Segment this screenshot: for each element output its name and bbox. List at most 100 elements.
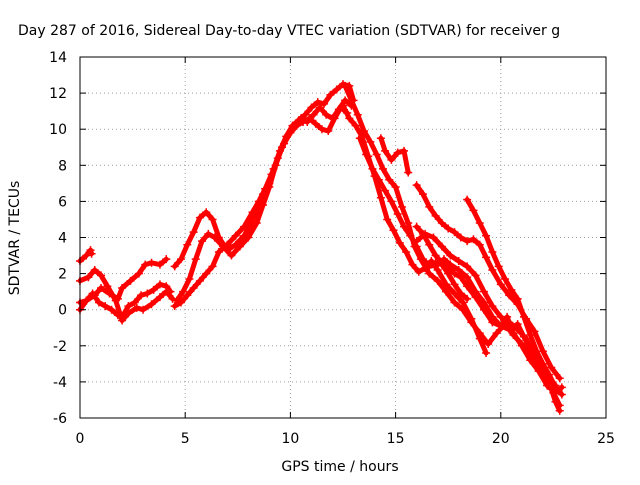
data-point [185,275,194,284]
data-point [450,298,459,307]
data-point [210,233,219,242]
data-point [406,231,415,240]
data-point [113,311,122,320]
y-tick-label: 4 [58,231,67,247]
data-point [176,298,185,307]
data-point [469,206,478,215]
data-point [341,81,350,90]
data-point [326,90,335,99]
data-point [404,168,413,177]
data-point [454,265,463,274]
data-point [418,255,427,264]
data-point [231,231,240,240]
data-point [450,280,459,289]
data-point [463,237,472,246]
data-point [162,255,171,264]
y-tick-label: -4 [53,375,67,391]
data-point [412,222,421,231]
x-tick-label: 10 [281,431,299,447]
data-point [137,291,146,300]
series-11 [376,134,413,177]
data-point [444,224,453,233]
data-point [482,231,491,240]
data-point [456,289,465,298]
data-point [189,284,198,293]
data-point [97,284,106,293]
data-point [408,260,417,269]
data-point [479,305,488,314]
data-point [170,262,179,271]
data-point [437,219,446,228]
data-point [324,127,333,136]
data-point [141,260,150,269]
data-point [248,208,257,217]
data-point [412,181,421,190]
data-point [322,110,331,119]
data-point [353,110,362,119]
data-point [400,222,409,231]
y-tick-label: 2 [58,267,67,283]
series-14 [431,258,472,303]
data-point [139,305,148,314]
data-point [383,215,392,224]
data-point [393,210,402,219]
data-point [519,312,528,321]
data-point [442,280,451,289]
x-tick-label: 15 [387,431,405,447]
data-point [501,275,510,284]
data-point [149,285,158,294]
data-point [557,390,566,399]
data-point [513,294,522,303]
data-point [425,262,434,271]
data-point [456,273,465,282]
x-tick-label: 5 [181,431,190,447]
data-point [183,240,192,249]
data-point [393,148,402,157]
data-point [170,302,179,311]
data-point [431,211,440,220]
data-point [456,233,465,242]
data-point [488,302,497,311]
data-point [429,233,438,242]
data-point [488,318,497,327]
data-point [376,193,385,202]
data-point [442,287,451,296]
data-point [496,280,505,289]
data-point [372,150,381,159]
data-point [332,85,341,94]
data-point [555,406,564,415]
data-point [223,240,232,249]
data-point [522,334,531,343]
data-point [471,271,480,280]
data-point [118,312,127,321]
series-1 [76,246,96,265]
data-point [105,289,114,298]
data-point [147,300,156,309]
data-point [538,359,547,368]
data-point [155,280,164,289]
data-point [387,197,396,206]
data-point [84,273,93,282]
data-point [101,302,110,311]
data-point [387,155,396,164]
data-point [252,219,261,228]
data-point [412,237,421,246]
data-point [330,114,339,123]
data-point [492,329,501,338]
data-point [143,289,152,298]
data-point [208,262,217,271]
data-point [155,260,164,269]
data-point [467,314,476,323]
data-point [305,114,314,123]
data-point [469,235,478,244]
y-tick-label: -2 [53,339,67,355]
data-point [505,318,514,327]
data-point [475,240,484,249]
data-point [195,276,204,285]
data-point [118,284,127,293]
data-point [381,186,390,195]
data-point [444,269,453,278]
data-point [208,215,217,224]
